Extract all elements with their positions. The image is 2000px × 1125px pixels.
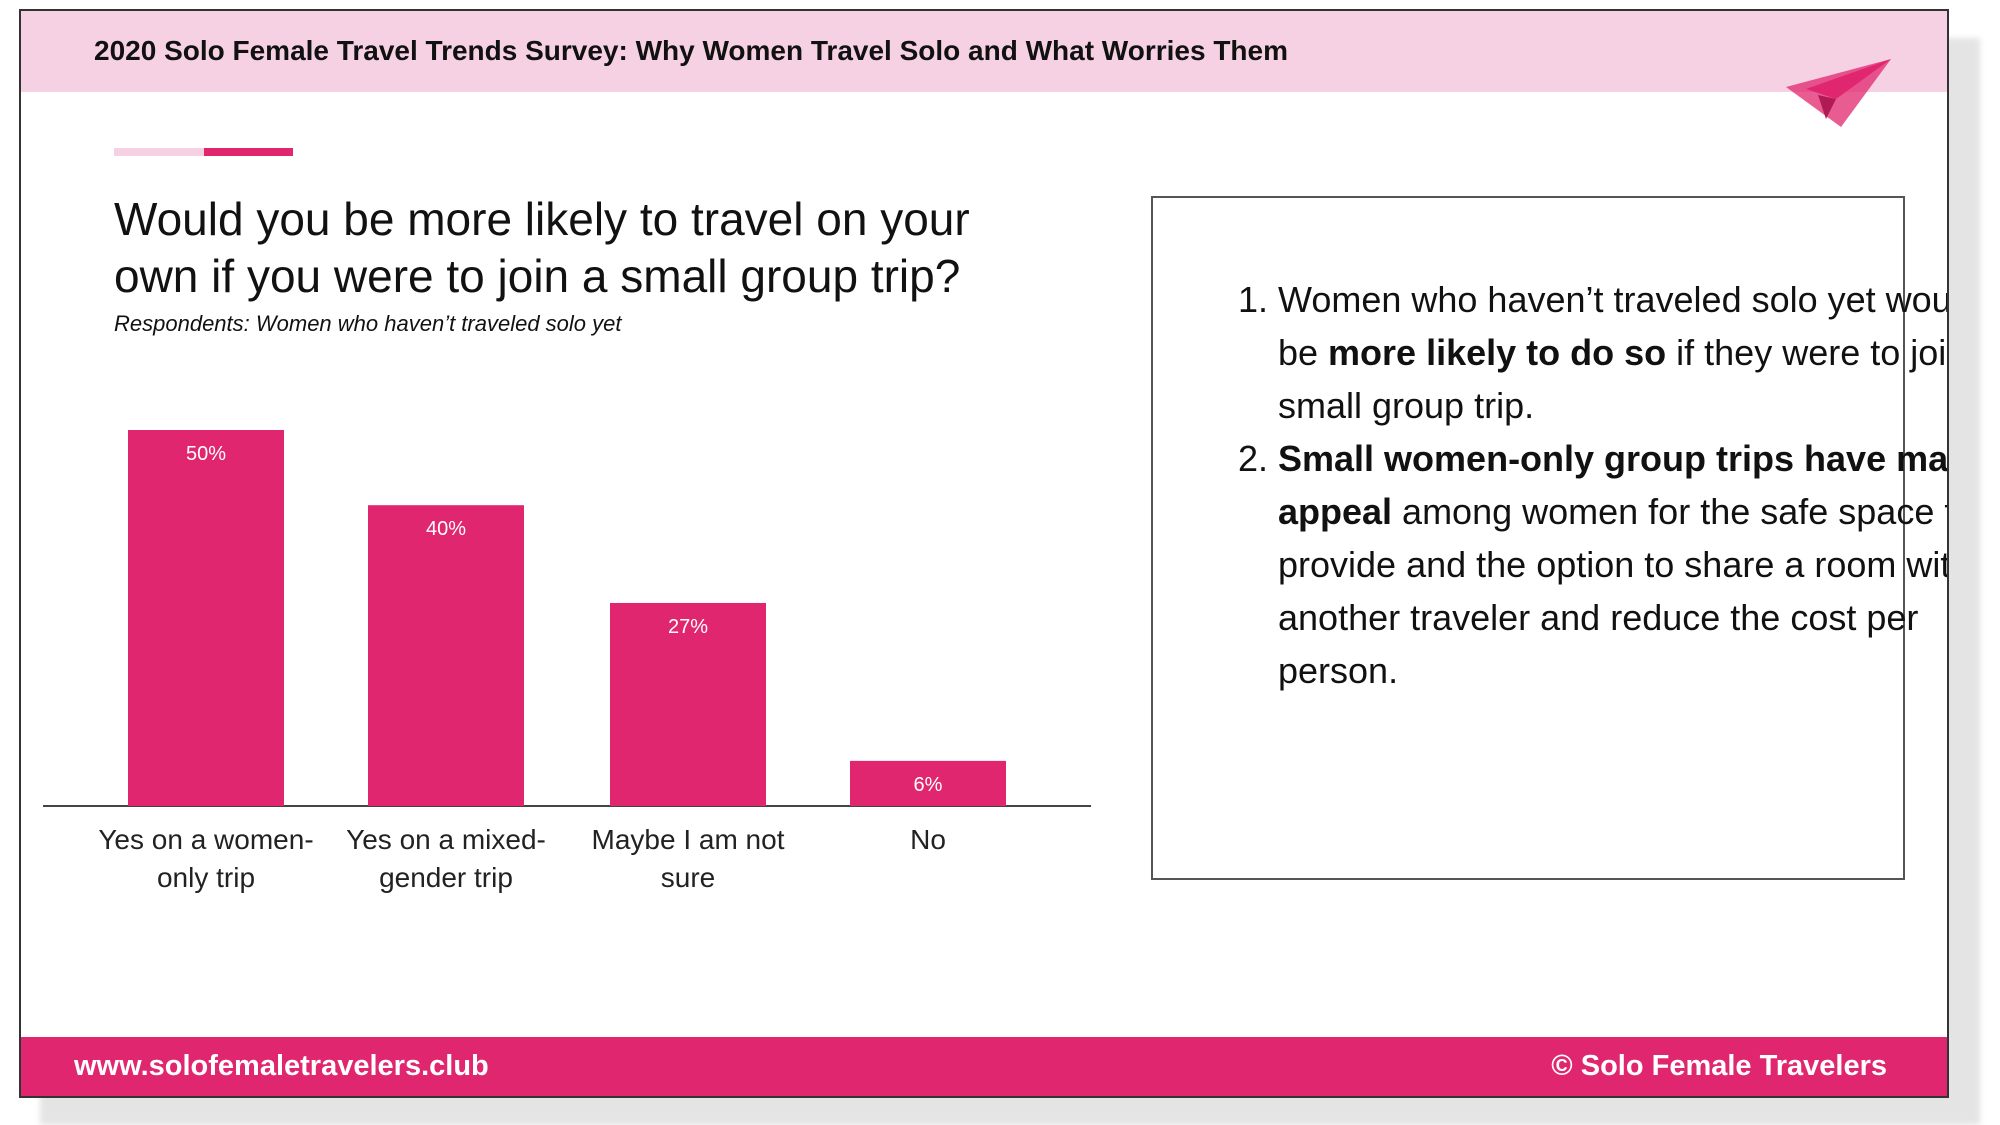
- notes-box: [1151, 196, 1905, 880]
- chart-title: Would you be more likely to travel on yo…: [114, 193, 970, 302]
- header-title: 2020 Solo Female Travel Trends Survey: W…: [94, 35, 1288, 66]
- note-text: Women who haven’t traveled solo yet woul…: [1278, 279, 1949, 373]
- chart-subtitle: Respondents: Women who haven’t traveled …: [114, 311, 622, 336]
- note-item: Women who haven’t traveled solo yet woul…: [1278, 273, 1949, 432]
- note-text: if they were to join a small group trip.: [1278, 332, 1947, 426]
- accent-bar: [204, 148, 293, 156]
- header: 2020 Solo Female Travel Trends Survey: W…: [21, 11, 1947, 127]
- note-text: more likely to do so: [1328, 332, 1667, 373]
- x-tick-label: Yes on a women-only trip: [98, 824, 314, 893]
- bar: [610, 602, 766, 806]
- x-tick-label: Maybe I am not sure: [591, 824, 785, 893]
- accent-bar: [114, 148, 204, 156]
- x-tick-label: Yes on a mixed-gender trip: [346, 824, 546, 893]
- bar: [368, 505, 524, 806]
- bar: [850, 760, 1006, 806]
- notes-list: Women who haven’t traveled solo yet woul…: [1151, 273, 1949, 697]
- note-item: Small women-only group trips have major …: [1278, 432, 1949, 697]
- footer-copyright: © Solo Female Travelers: [1551, 1050, 1887, 1082]
- slide: 2020 Solo Female Travel Trends Survey: W…: [19, 9, 1949, 1098]
- paper-plane-icon: [1786, 59, 1891, 127]
- value-label: 6%: [914, 774, 943, 796]
- note-text: Small women-only group trips have major …: [1278, 438, 1949, 532]
- value-label: 27%: [668, 616, 708, 638]
- chart: 50% 40% 27% 6%: [43, 430, 1091, 807]
- value-label: 50%: [186, 443, 226, 465]
- note-text: among women for the safe space they prov…: [1278, 491, 1947, 691]
- x-tick-label: No: [910, 824, 946, 855]
- bar: [128, 430, 284, 806]
- footer: www.solofemaletravelers.club © Solo Fema…: [21, 1037, 1947, 1096]
- value-label: 40%: [426, 518, 466, 540]
- footer-url: www.solofemaletravelers.club: [74, 1050, 489, 1082]
